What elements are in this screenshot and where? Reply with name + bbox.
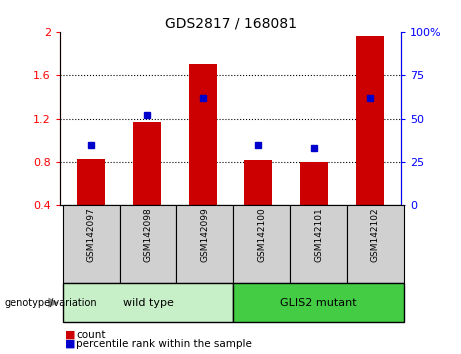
Polygon shape: [48, 298, 59, 308]
Text: GSM142097: GSM142097: [87, 207, 96, 262]
Text: percentile rank within the sample: percentile rank within the sample: [76, 339, 252, 349]
Text: ■: ■: [65, 330, 75, 339]
Text: GLIS2 mutant: GLIS2 mutant: [280, 298, 357, 308]
Text: GSM142099: GSM142099: [201, 207, 209, 262]
Text: GSM142100: GSM142100: [257, 207, 266, 262]
Text: ■: ■: [65, 339, 75, 349]
Text: wild type: wild type: [123, 298, 173, 308]
Bar: [77, 159, 105, 205]
Bar: [301, 162, 328, 205]
Text: genotype/variation: genotype/variation: [5, 298, 97, 308]
Text: count: count: [76, 330, 106, 339]
Bar: [133, 122, 160, 205]
Bar: [244, 160, 272, 205]
Title: GDS2817 / 168081: GDS2817 / 168081: [165, 17, 296, 31]
Text: GSM142101: GSM142101: [314, 207, 323, 262]
Text: GSM142102: GSM142102: [371, 207, 380, 262]
Bar: [356, 36, 384, 205]
Text: GSM142098: GSM142098: [143, 207, 153, 262]
Bar: [189, 64, 217, 205]
